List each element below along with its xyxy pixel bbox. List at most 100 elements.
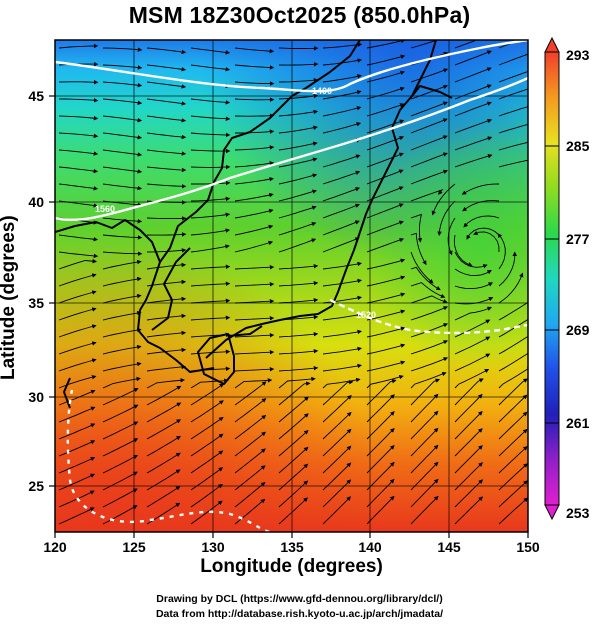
streamline [58,149,99,156]
streamline [322,154,361,168]
streamline [466,227,500,240]
streamline [146,115,187,123]
graticule [55,40,528,532]
streamline [454,268,492,276]
streamline [498,106,528,117]
streamline [461,183,500,195]
streamline [454,40,478,49]
streamline [102,81,143,88]
colorbar-max-triangle [544,36,560,53]
streamline [278,93,319,100]
streamline [190,450,224,474]
streamline [234,97,275,102]
streamline [366,461,395,491]
streamline [234,208,274,219]
streamline [234,113,275,118]
streamline [322,237,360,253]
streamline [454,368,490,389]
streamline [322,462,352,491]
streamline [366,86,405,100]
streamline [454,101,492,117]
streamline [190,378,229,389]
streamline [454,118,493,134]
streamline [278,348,319,355]
streamline [366,343,406,355]
streamline [102,421,139,440]
streamline [410,357,449,372]
streamline [278,157,318,168]
streamline [322,187,361,202]
streamline [190,164,231,170]
streamline [498,428,528,457]
streamline [234,47,275,54]
streamline [410,495,439,525]
streamline [234,281,275,287]
streamline [102,488,138,508]
streamline [146,452,181,474]
streamline [366,374,404,389]
streamline [498,272,524,304]
streamline [498,159,528,168]
streamline [453,234,473,267]
streamline [278,497,308,525]
streamline [454,67,492,83]
streamline [278,77,319,83]
streamline [366,427,395,457]
streamline [234,315,275,321]
streamline [146,378,185,389]
streamline [278,331,319,338]
streamline [234,332,275,338]
x-tick-120: 120 [43,539,67,555]
chart-title: MSM 18Z30Oct2025 (850.0hPa) [128,2,471,28]
y-tick-25: 25 [28,478,44,494]
streamline [410,393,439,423]
streamline [234,448,266,474]
contour-label-1560: 1560 [95,204,115,214]
streamline [146,402,182,423]
colorbar-tick-293: 293 [566,47,590,63]
streamline [498,366,528,389]
streamline [146,166,187,173]
geopotential-contours [55,40,528,532]
streamline [146,132,187,140]
streamline [58,406,96,423]
streamline [322,42,363,49]
streamline [322,496,352,525]
streamline [366,444,395,474]
streamline [410,478,439,508]
streamline [234,81,275,86]
streamline [58,132,99,139]
streamline [366,54,406,66]
streamline [190,433,224,457]
streamline [366,152,404,168]
colorbar-tick-261: 261 [566,415,590,431]
x-tick-125: 125 [122,539,146,555]
streamline [498,350,528,372]
streamline [146,313,187,321]
streamline [146,232,187,237]
streamline [146,216,187,221]
streamline [322,380,354,406]
streamline [366,220,404,236]
coastlines [55,40,453,409]
streamline [366,70,405,83]
streamline [58,358,97,372]
streamline [234,192,274,202]
streamline [454,378,484,406]
streamline [410,40,439,49]
streamline [190,500,223,525]
streamline [410,410,439,440]
streamline [146,435,181,457]
streamline [58,375,97,389]
streamline [322,295,362,304]
streamline [278,480,309,508]
streamline [190,416,224,440]
streamline [366,478,395,508]
streamline [322,329,362,338]
streamline [366,258,406,270]
y-tick-35: 35 [28,295,44,311]
x-tick-150: 150 [516,539,540,555]
streamline [102,404,139,423]
streamline [278,125,318,134]
streamline [190,115,231,121]
